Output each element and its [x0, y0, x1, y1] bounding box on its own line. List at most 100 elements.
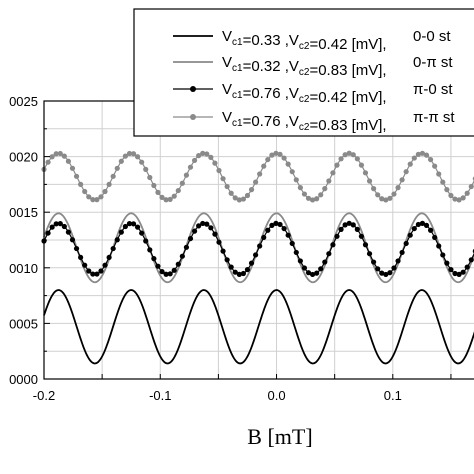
series-layer [41, 150, 474, 365]
series-point [448, 266, 454, 273]
series-point [175, 187, 181, 194]
series-point [407, 232, 413, 238]
series-point [212, 160, 218, 166]
series-point [61, 153, 67, 159]
series-point [432, 163, 438, 169]
series-point [354, 226, 360, 232]
series-point [82, 262, 88, 268]
legend-item-1: Vc1=0.32 ,Vc2=0.83 [mV], 0-π st [173, 54, 453, 79]
series-point [69, 237, 76, 243]
series-point [228, 190, 234, 196]
series-3 [41, 150, 474, 203]
series-point [86, 268, 92, 274]
series-point [261, 234, 267, 241]
legend-label: Vc1=0.33 ,Vc2=0.42 [mV], [222, 28, 387, 53]
series-point [338, 156, 344, 162]
series-point [216, 239, 222, 245]
series-point [318, 266, 324, 272]
legend-state: π-0 st [413, 81, 453, 98]
series-point [326, 178, 332, 184]
series-point [403, 240, 409, 247]
series-point [415, 151, 421, 157]
series-point [448, 192, 454, 199]
series-point [183, 172, 190, 178]
series-point [423, 222, 430, 228]
legend-label-subscript: c2 [299, 122, 310, 133]
series-point [130, 221, 137, 227]
series-point [346, 220, 352, 226]
legend-label-part: =0.33 , [243, 32, 289, 49]
series-point [456, 197, 462, 203]
series-point [155, 189, 161, 195]
series-point [196, 153, 202, 159]
series-point [204, 151, 210, 157]
legend-label-part: =0.76 , [243, 113, 289, 130]
series-point [269, 152, 275, 158]
legend-label-part: V [289, 113, 299, 130]
series-point [98, 268, 104, 274]
series-point [114, 237, 120, 243]
series-point [257, 171, 263, 177]
series-point [130, 151, 137, 157]
legend-label-subscript: c1 [232, 90, 243, 101]
legend-label-subscript: c1 [232, 37, 243, 48]
series-point [82, 188, 88, 195]
series-point [187, 164, 194, 170]
series-point [297, 258, 303, 264]
series-point [253, 179, 259, 185]
legend-label-subscript: c2 [299, 94, 310, 105]
series-point [432, 234, 438, 241]
legend-label-part: V [289, 85, 299, 102]
series-point [305, 195, 312, 201]
series-point [362, 170, 369, 176]
series-point [147, 174, 153, 181]
series-point [330, 242, 336, 248]
series-point [309, 271, 316, 278]
series-point [334, 162, 340, 168]
series-point [114, 165, 120, 171]
legend-label: Vc1=0.32 ,Vc2=0.83 [mV], [222, 54, 387, 79]
x-tick-label: 0.1 [384, 388, 402, 403]
series-point [187, 235, 194, 242]
series-point [468, 183, 474, 190]
series-point [65, 158, 72, 164]
series-point [375, 266, 381, 272]
y-tick-label: 0005 [9, 316, 38, 331]
legend-label-part: =0.76 , [243, 85, 289, 102]
series-point [423, 152, 430, 158]
legend-marker [190, 86, 196, 92]
series-point [281, 225, 287, 232]
series-point [118, 229, 124, 235]
series-point [257, 243, 263, 249]
series-point [265, 156, 271, 163]
series-point [362, 242, 369, 248]
series-point [134, 224, 141, 230]
legend-label: Vc1=0.76 ,Vc2=0.83 [mV], [222, 109, 387, 134]
series-point [371, 186, 377, 192]
series-point [171, 193, 177, 199]
series-point [49, 154, 55, 160]
x-tick-label: -0.2 [33, 388, 55, 403]
series-point [427, 156, 434, 163]
series-point [179, 253, 185, 259]
series-point [240, 270, 246, 277]
series-point [427, 227, 434, 233]
series-point [220, 176, 226, 182]
series-point [314, 270, 320, 276]
series-point [122, 153, 128, 159]
legend-label-part: =0.83 [mV], [309, 62, 386, 79]
legend-label-part: =0.83 [mV], [309, 117, 386, 134]
series-point [375, 192, 381, 198]
series-point [419, 220, 426, 226]
series-point [159, 269, 165, 275]
series-point [379, 270, 385, 276]
series-point [110, 245, 116, 252]
series-point [126, 150, 133, 157]
series-point [289, 169, 295, 175]
series-point [106, 254, 112, 261]
series-point [78, 254, 84, 261]
series-point [73, 173, 80, 179]
series-point [366, 251, 373, 257]
series-point [395, 258, 401, 264]
